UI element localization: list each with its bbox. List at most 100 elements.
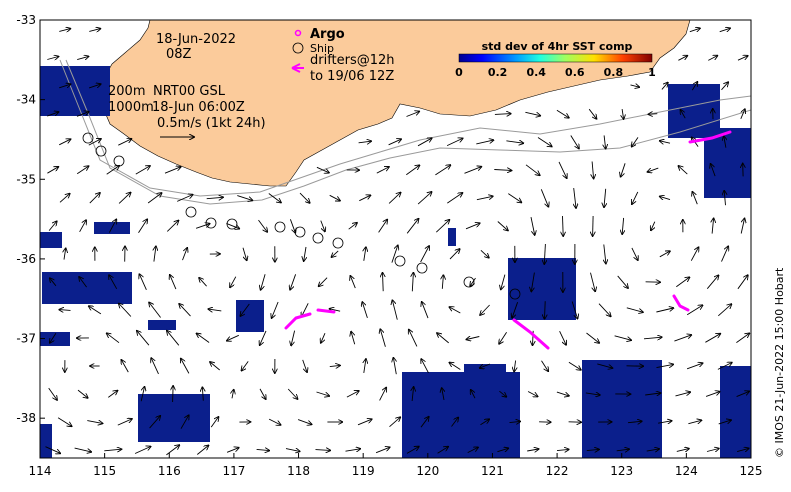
current-arrow xyxy=(149,416,161,429)
current-arrow xyxy=(154,246,156,262)
current-arrow xyxy=(719,28,730,31)
current-arrow xyxy=(74,447,92,452)
current-arrow xyxy=(391,245,398,263)
argo-legend-label: Argo xyxy=(310,27,345,42)
credit-label: © IMOS 21-Jun-2022 15:00 Hobart xyxy=(773,267,786,458)
current-arrow xyxy=(648,167,659,172)
current-arrow xyxy=(357,419,372,426)
current-arrow xyxy=(202,387,203,401)
current-arrow xyxy=(104,449,121,451)
current-arrow xyxy=(117,419,132,426)
current-arrow xyxy=(437,447,449,454)
current-arrow xyxy=(646,449,659,451)
current-arrow xyxy=(272,301,279,318)
current-arrow xyxy=(632,137,639,146)
current-arrow xyxy=(675,392,691,397)
current-arrow xyxy=(348,223,357,230)
current-arrow xyxy=(545,301,546,319)
current-arrow xyxy=(351,332,356,345)
current-arrow xyxy=(164,167,181,174)
current-arrow xyxy=(422,302,429,319)
drifter-track xyxy=(284,312,312,330)
current-arrow xyxy=(737,56,748,61)
current-arrow xyxy=(140,387,144,402)
ship-marker xyxy=(205,217,217,229)
current-arrow xyxy=(691,82,697,91)
current-arrow xyxy=(302,303,309,316)
current-arrow xyxy=(621,163,626,176)
current-arrow xyxy=(494,170,511,171)
current-arrow xyxy=(531,272,535,292)
bathymetry-contours xyxy=(59,59,751,205)
current-arrow xyxy=(287,388,297,399)
current-arrow xyxy=(378,220,388,233)
current-arrow xyxy=(393,358,396,375)
time-label: 08Z xyxy=(166,47,192,62)
current-arrow xyxy=(622,217,623,234)
current-arrow xyxy=(508,193,521,203)
current-arrow xyxy=(170,275,177,290)
current-arrow xyxy=(659,251,670,258)
current-arrow xyxy=(712,218,714,234)
current-arrow xyxy=(89,306,102,315)
current-arrow xyxy=(525,164,540,175)
current-arrow xyxy=(480,363,491,368)
product-label: NRT00 GSL xyxy=(153,84,226,99)
current-arrow xyxy=(226,448,239,453)
current-arrow xyxy=(195,224,210,229)
drifters-legend-line2: to 19/06 12Z xyxy=(310,69,394,84)
current-arrow xyxy=(417,138,432,147)
current-arrow xyxy=(315,450,331,451)
current-arrow xyxy=(651,221,655,231)
current-arrow xyxy=(678,56,687,61)
current-arrow xyxy=(417,192,432,205)
y-tick-label: -38 xyxy=(16,411,36,425)
x-tick-label: 117 xyxy=(222,464,245,478)
colorbar-tick-label: 0 xyxy=(455,66,463,79)
y-tick-label: -37 xyxy=(16,332,36,346)
current-arrow xyxy=(50,278,57,287)
current-arrow xyxy=(64,248,66,260)
current-arrow xyxy=(412,387,414,402)
current-arrow xyxy=(604,188,606,207)
current-arrow xyxy=(108,391,117,398)
current-arrow xyxy=(660,141,671,143)
current-arrow xyxy=(206,197,223,198)
current-arrow xyxy=(59,310,71,311)
current-arrow xyxy=(721,246,729,262)
current-arrow xyxy=(527,391,538,397)
current-arrow xyxy=(476,140,493,145)
current-arrow xyxy=(656,308,673,313)
plot-frame xyxy=(39,19,752,459)
current-arrow xyxy=(139,274,147,290)
current-arrow xyxy=(497,448,508,451)
current-arrow xyxy=(109,275,118,290)
current-arrow xyxy=(332,250,339,257)
current-arrow xyxy=(499,390,506,397)
current-arrow xyxy=(406,447,419,454)
ship-marker xyxy=(185,206,197,218)
current-arrow xyxy=(59,29,70,32)
current-arrow xyxy=(329,365,340,366)
current-arrow xyxy=(597,363,612,368)
current-arrow xyxy=(574,188,576,208)
current-arrow xyxy=(268,418,281,425)
current-arrow xyxy=(240,303,250,316)
current-arrow xyxy=(59,194,70,203)
current-arrow xyxy=(47,167,58,174)
current-arrow xyxy=(45,446,61,454)
current-arrow xyxy=(688,420,701,425)
current-arrow xyxy=(645,393,660,395)
y-tick-label: -35 xyxy=(16,172,36,186)
current-arrow xyxy=(724,136,726,148)
x-tick-label: 116 xyxy=(158,464,181,478)
current-arrow xyxy=(302,359,307,372)
product-time-label: 18-Jun 06:00Z xyxy=(152,100,245,115)
x-tick-label: 125 xyxy=(740,464,763,478)
current-arrow xyxy=(177,195,192,202)
current-arrow xyxy=(226,222,239,228)
current-arrow xyxy=(50,332,57,343)
current-arrow xyxy=(364,359,366,373)
current-arrow xyxy=(437,333,449,344)
current-arrow xyxy=(527,449,538,451)
